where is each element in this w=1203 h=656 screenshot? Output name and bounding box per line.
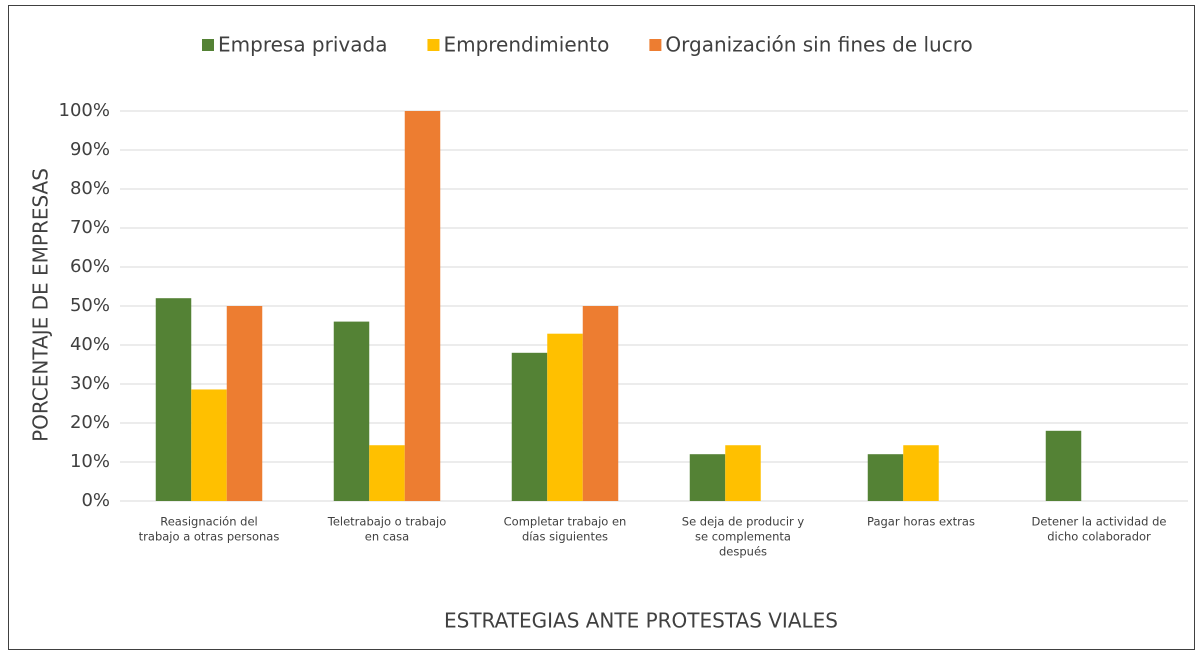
bar [582,306,619,501]
x-tick-label: días siguientes [522,530,608,544]
bar [404,111,441,501]
x-tick-label: Pagar horas extras [867,515,975,529]
legend-swatch [649,39,662,51]
y-tick-label: 60% [70,256,110,277]
bar [155,298,192,501]
bar [511,352,548,501]
x-tick-label: se complementa [695,530,791,544]
y-axis-title: PORCENTAJE DE EMPRESAS [29,168,53,442]
legend-label: Emprendimiento [443,33,609,57]
y-tick-label: 100% [59,100,110,121]
bar [369,445,405,501]
y-tick-label: 90% [70,139,110,160]
y-tick-label: 30% [70,373,110,394]
x-tick-label: Se deja de producir y [682,515,805,529]
bar [1045,430,1082,501]
x-tick-label: Reasignación del [160,515,258,529]
x-tick-label: Teletrabajo o trabajo [327,515,447,529]
x-tick-label: dicho colaborador [1047,530,1151,544]
y-tick-label: 40% [70,334,110,355]
bar [903,445,939,501]
legend-label: Empresa privada [218,33,387,57]
y-tick-label: 10% [70,451,110,472]
y-tick-label: 0% [81,490,110,511]
bar [725,445,761,501]
x-tick-label: en casa [365,530,409,544]
x-tick-label: Detener la actividad de [1032,515,1167,529]
x-tick-label: después [719,545,767,559]
y-tick-label: 20% [70,412,110,433]
y-tick-label: 70% [70,217,110,238]
legend-label: Organización sin fines de lucro [665,33,972,57]
y-tick-label: 80% [70,178,110,199]
bar [689,454,726,501]
y-tick-label: 50% [70,295,110,316]
legend-swatch [427,39,440,51]
bar [333,321,370,501]
x-tick-label: trabajo a otras personas [139,530,280,544]
bar [547,333,583,501]
bar [226,306,263,501]
legend-swatch [202,39,214,51]
bar [191,389,227,501]
x-axis-title: ESTRATEGIAS ANTE PROTESTAS VIALES [444,609,838,633]
bar [867,454,904,501]
x-tick-label: Completar trabajo en [504,515,627,529]
